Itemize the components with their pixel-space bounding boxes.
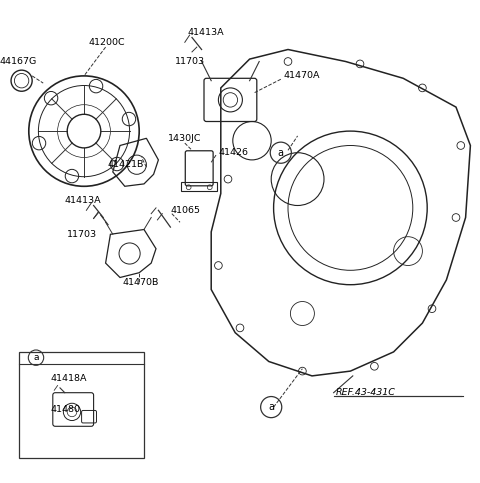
Text: 41413A: 41413A xyxy=(65,196,101,205)
Text: 11703: 11703 xyxy=(175,57,205,66)
Text: 41418A: 41418A xyxy=(50,374,87,383)
Text: 41200C: 41200C xyxy=(89,38,125,47)
Text: 41413A: 41413A xyxy=(187,28,224,37)
Text: 41470A: 41470A xyxy=(283,71,320,80)
Bar xyxy=(181,183,217,191)
Text: REF.43-431C: REF.43-431C xyxy=(336,388,396,397)
Text: 41426: 41426 xyxy=(218,148,249,157)
Text: a: a xyxy=(278,148,284,158)
Text: a: a xyxy=(268,402,274,412)
Bar xyxy=(19,352,144,457)
Text: 1430JC: 1430JC xyxy=(168,134,202,143)
Text: 41480: 41480 xyxy=(50,405,81,414)
Text: a: a xyxy=(33,353,39,362)
Text: 41421B: 41421B xyxy=(108,160,144,169)
Text: 41470B: 41470B xyxy=(122,278,159,287)
Text: 11703: 11703 xyxy=(67,230,97,239)
Text: 41065: 41065 xyxy=(170,206,200,215)
Text: 44167G: 44167G xyxy=(0,57,37,66)
